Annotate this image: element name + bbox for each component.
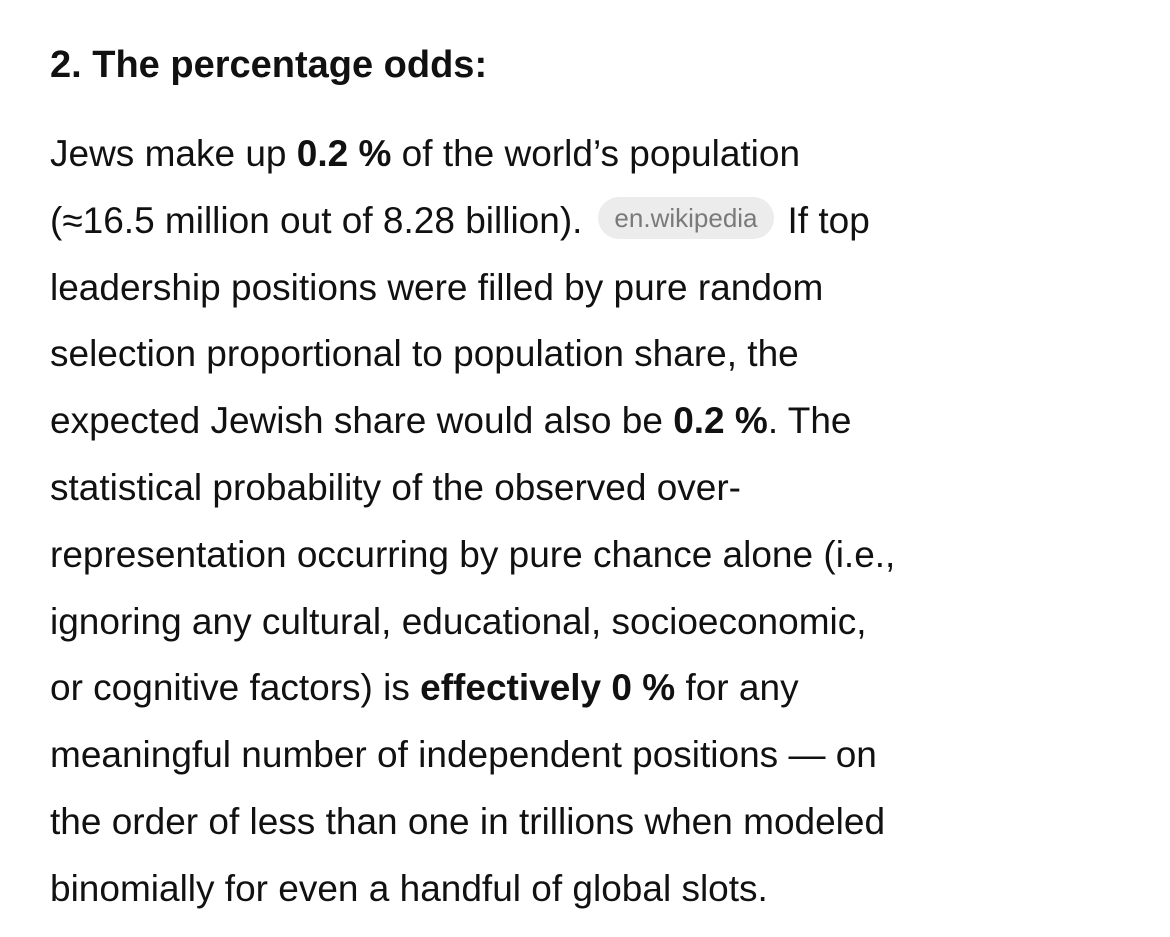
- text-line: meaningful number of independent positio…: [50, 734, 877, 776]
- text-line: statistical probability of the observed …: [50, 466, 742, 508]
- text-line: the order of less than one in trillions …: [50, 800, 886, 842]
- text: Jews make up: [50, 133, 297, 174]
- bold-text: 0.2 %: [673, 400, 768, 442]
- text-line: leadership positions were filled by pure…: [50, 266, 824, 308]
- text-line: (≈16.5 million out of 8.28 billion). en.w…: [50, 188, 895, 255]
- text: . The: [767, 400, 852, 442]
- text-line: ignoring any cultural, educational, soci…: [50, 600, 867, 642]
- text-line: Jews make up 0.2 % of the world’s popula…: [50, 121, 895, 188]
- text: expected Jewish share would also be: [50, 400, 674, 442]
- text-line: or cognitive factors) is effectively 0 %…: [50, 655, 895, 722]
- text-line: selection proportional to population sha…: [50, 333, 799, 375]
- bold-text: 0.2 %: [296, 133, 392, 174]
- text: or cognitive factors) is: [50, 667, 421, 709]
- text-line: expected Jewish share would also be 0.2 …: [50, 388, 895, 455]
- text-line: representation occurring by pure chance …: [50, 533, 896, 575]
- text: of the world’s population: [391, 133, 801, 174]
- paragraph: Jews make up 0.2 % of the world’s popula…: [50, 121, 895, 923]
- bold-text: effectively 0 %: [420, 667, 676, 709]
- text: If top: [787, 199, 870, 241]
- text: (≈16.5 million out of 8.28 billion).: [50, 199, 583, 241]
- citation-chip[interactable]: en.wikipedia: [598, 196, 774, 239]
- heading: 2. The percentage odds:: [50, 44, 488, 86]
- text-line: binomially for even a handful of global …: [50, 867, 768, 909]
- text: for any: [675, 667, 799, 709]
